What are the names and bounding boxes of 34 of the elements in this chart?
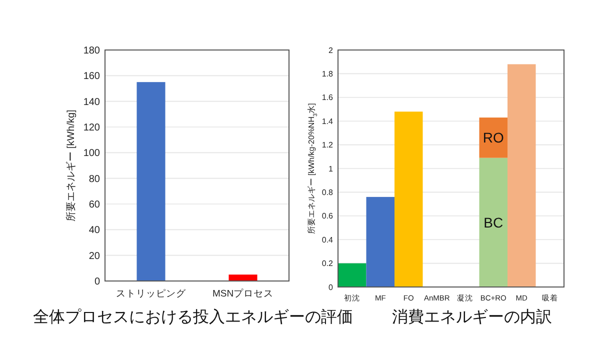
y-tick-label: 60 — [88, 200, 100, 210]
y-tick-label: 0.4 — [322, 235, 334, 244]
y-axis-title: 所要エネルギー [kWh/kg] — [65, 109, 77, 222]
y-tick-label: 0 — [328, 282, 334, 292]
y-tick-label: 20 — [88, 250, 100, 262]
series-label: RO — [482, 130, 504, 146]
y-tick-label: 0.8 — [322, 188, 334, 197]
y-tick-label: 1.2 — [322, 140, 334, 150]
y-tick-label: 0.6 — [322, 212, 334, 221]
bar — [479, 158, 508, 287]
y-tick-label: 1 — [328, 164, 334, 174]
y-tick-label: 1.8 — [322, 70, 334, 78]
y-tick-label: 1.6 — [322, 93, 334, 102]
y-tick-label: 2 — [328, 46, 334, 55]
bar — [479, 118, 508, 158]
x-tick-label: ストリッピング — [116, 288, 187, 300]
y-tick-label: 120 — [83, 122, 100, 134]
bar — [394, 112, 423, 287]
text: 消費エネルギーの内訳 — [392, 308, 552, 326]
y-tick-label: 100 — [83, 148, 100, 160]
y-tick-label: 160 — [83, 71, 100, 82]
bar — [508, 64, 536, 287]
text: 全体プロセスにおける投入エネルギーの評価 — [33, 308, 353, 326]
y-tick-label: 80 — [88, 174, 100, 185]
y-tick-label: 0.2 — [322, 259, 334, 268]
x-tick-label: MSNプロセス — [212, 288, 274, 300]
y-tick-label: 1.4 — [322, 116, 334, 126]
y-tick-label: 180 — [83, 46, 100, 56]
series-label: BC — [484, 214, 504, 230]
y-tick-label: 40 — [88, 225, 100, 236]
bar — [366, 196, 394, 287]
bar — [338, 263, 366, 287]
y-tick-label: 0 — [94, 276, 100, 288]
y-tick-label: 140 — [83, 96, 100, 108]
